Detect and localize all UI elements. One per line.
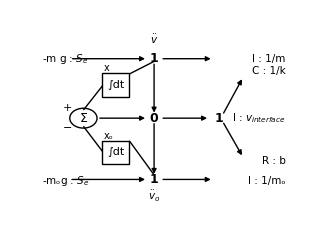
Text: $\ddot{v}_o$: $\ddot{v}_o$ xyxy=(148,189,160,204)
Text: $\ddot{v}$: $\ddot{v}$ xyxy=(150,33,158,46)
Text: $\Sigma$: $\Sigma$ xyxy=(79,112,88,125)
Text: I : $v_{interface}$: I : $v_{interface}$ xyxy=(232,111,285,125)
Text: -mₒg : $S_e$: -mₒg : $S_e$ xyxy=(43,174,90,188)
Text: I : 1/mₒ: I : 1/mₒ xyxy=(248,176,285,186)
Text: x: x xyxy=(103,63,109,73)
Text: ∫dt: ∫dt xyxy=(107,147,124,157)
Text: C : 1/k: C : 1/k xyxy=(252,66,285,76)
Text: 1: 1 xyxy=(150,52,158,65)
Text: ∫dt: ∫dt xyxy=(107,80,124,90)
Text: R : b: R : b xyxy=(262,156,285,166)
FancyBboxPatch shape xyxy=(102,73,129,97)
Text: +: + xyxy=(63,103,72,113)
FancyBboxPatch shape xyxy=(102,141,129,164)
Text: 1: 1 xyxy=(150,173,158,186)
Text: I : 1/m: I : 1/m xyxy=(252,54,285,64)
Text: xₒ: xₒ xyxy=(103,131,113,141)
Text: −: − xyxy=(63,123,72,133)
Text: 0: 0 xyxy=(150,112,158,125)
Text: -m g : $S_e$: -m g : $S_e$ xyxy=(43,52,89,66)
Text: 1: 1 xyxy=(214,112,223,125)
